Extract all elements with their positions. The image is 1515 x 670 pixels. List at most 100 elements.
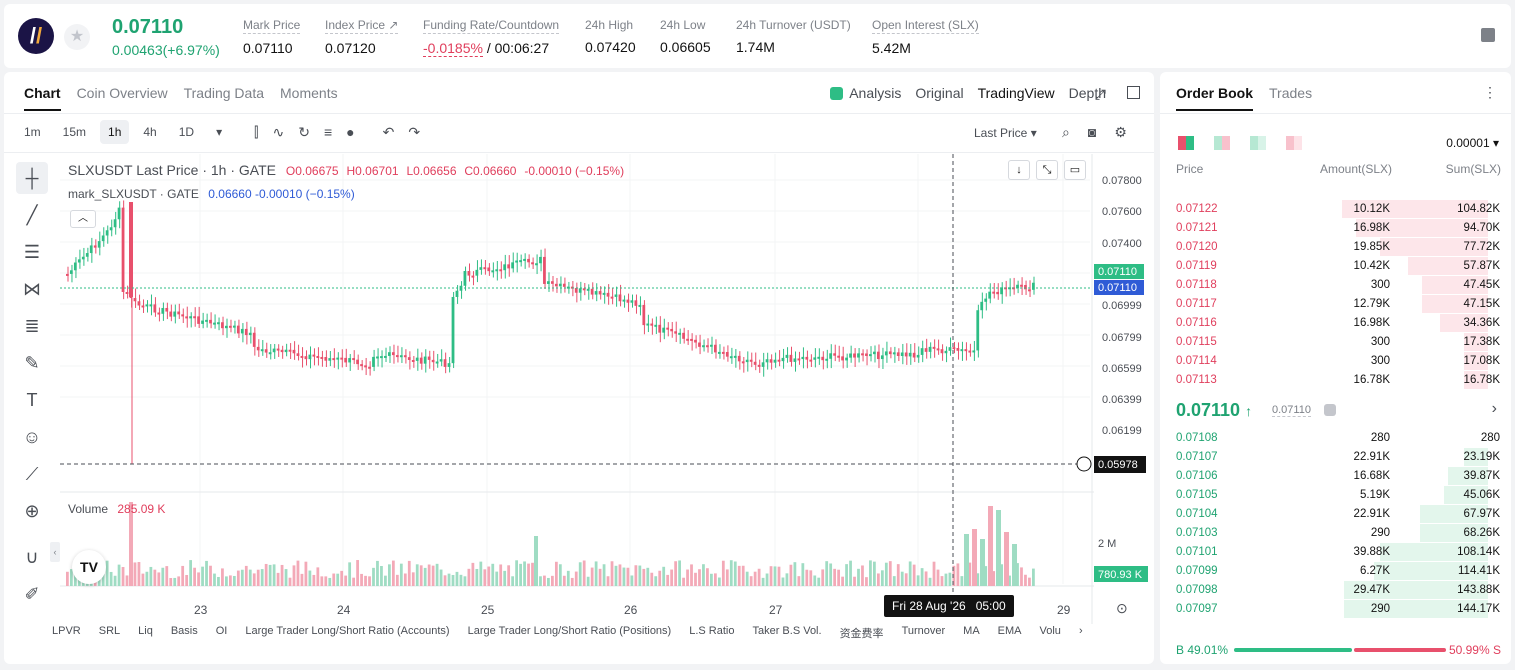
ind-srl[interactable]: SRL xyxy=(98,625,121,637)
arrow-down-icon[interactable]: ↓ xyxy=(1008,160,1030,180)
orderbook-row[interactable]: 0.07119 10.42K 57.87K xyxy=(1160,257,1500,276)
view-buy-icon[interactable] xyxy=(1250,136,1266,150)
candle-body xyxy=(495,269,499,272)
candle-body xyxy=(888,351,892,355)
panel-toggle-icon[interactable]: ‹ xyxy=(50,542,60,562)
ind-large-trader-accounts[interactable]: Large Trader Long/Short Ratio (Accounts) xyxy=(245,625,450,637)
ind-volu[interactable]: Volu xyxy=(1039,625,1061,637)
orderbook-row[interactable]: 0.07106 16.68K 39.87K xyxy=(1160,467,1500,486)
orderbook-row[interactable]: 0.07116 16.98K 34.36K xyxy=(1160,314,1500,333)
stat-index-price[interactable]: Index Price ↗ 0.07120 xyxy=(325,18,399,56)
precision-select[interactable]: 0.00001 ▾ xyxy=(1446,136,1499,150)
orderbook-row[interactable]: 0.07114 300 17.08K xyxy=(1160,352,1500,371)
volume-bar xyxy=(574,571,578,586)
tab-original[interactable]: Original xyxy=(915,85,964,101)
orderbook-row[interactable]: 0.07101 39.88K 108.14K xyxy=(1160,543,1500,562)
tf-1d[interactable]: 1D xyxy=(178,125,195,139)
brush-icon[interactable]: ✎ xyxy=(24,353,40,373)
view-both-icon[interactable] xyxy=(1178,136,1194,150)
text-icon[interactable]: T xyxy=(26,390,38,410)
ind-ma[interactable]: MA xyxy=(963,625,980,637)
ind-lpvr[interactable]: LPVR xyxy=(52,625,81,637)
volume-bar xyxy=(240,569,244,586)
orderbook-row[interactable]: 0.07122 10.12K 104.82K xyxy=(1160,200,1500,219)
orderbook-row[interactable]: 0.07117 12.79K 47.15K xyxy=(1160,295,1500,314)
emoji-icon[interactable]: ☺ xyxy=(22,427,42,447)
ind-oi[interactable]: OI xyxy=(215,625,228,637)
orderbook-row[interactable]: 0.07103 290 68.26K xyxy=(1160,524,1500,543)
ind-taker-bs-vol[interactable]: Taker B.S Vol. xyxy=(752,625,822,637)
more-icon[interactable]: ⋮ xyxy=(1483,84,1497,100)
orderbook-row[interactable]: 0.07113 16.78K 16.78K xyxy=(1160,371,1500,390)
ruler-icon[interactable]: ⟋ xyxy=(25,464,39,484)
tf-1h[interactable]: 1h xyxy=(100,120,130,144)
ind-liq[interactable]: Liq xyxy=(138,625,153,637)
tab-chart[interactable]: Chart xyxy=(24,85,61,111)
orderbook-row[interactable]: 0.07121 16.98K 94.70K xyxy=(1160,219,1500,238)
chevron-right-icon[interactable]: › xyxy=(1491,400,1497,417)
alert-icon[interactable]: ● xyxy=(346,124,355,140)
undo-icon[interactable]: ↶ xyxy=(382,124,395,140)
indicator-icon[interactable]: ∿ xyxy=(272,124,285,140)
tf-4h[interactable]: 4h xyxy=(143,125,157,139)
guide-book-icon[interactable] xyxy=(1481,28,1495,42)
magnet-icon[interactable]: ∪ xyxy=(25,547,39,567)
ind-ls-ratio[interactable]: L.S Ratio xyxy=(689,625,735,637)
tab-analysis[interactable]: Analysis xyxy=(830,85,901,101)
trendline-icon[interactable]: ╱ xyxy=(26,205,38,225)
redo-icon[interactable]: ↷ xyxy=(408,124,421,140)
pencil-lock-icon[interactable]: ✐ xyxy=(24,584,40,604)
fib-icon[interactable]: ≣ xyxy=(24,316,40,336)
orderbook-row[interactable]: 0.07115 300 17.38K xyxy=(1160,333,1500,352)
price-source-select[interactable]: Last Price ▾ xyxy=(974,126,1037,140)
tab-coin-overview[interactable]: Coin Overview xyxy=(76,85,168,101)
camera-icon[interactable]: ◙ xyxy=(1087,124,1097,140)
tab-order-book[interactable]: Order Book xyxy=(1176,85,1254,111)
candle-type-icon[interactable]: ⫿ xyxy=(254,124,259,140)
volume-bar xyxy=(256,569,260,586)
candle-body xyxy=(932,346,936,349)
volume-bar xyxy=(228,575,232,586)
orderbook-row[interactable]: 0.07120 19.85K 77.72K xyxy=(1160,238,1500,257)
search-icon[interactable]: ⌕ xyxy=(1062,124,1070,140)
tf-15m[interactable]: 15m xyxy=(62,125,87,139)
gear-icon[interactable]: ⚙ xyxy=(1114,124,1127,140)
orderbook-row[interactable]: 0.07099 6.27K 114.41K xyxy=(1160,562,1500,581)
tab-tradingview[interactable]: TradingView xyxy=(977,85,1055,101)
tab-moments[interactable]: Moments xyxy=(280,85,338,101)
price-chart[interactable]: 0.07800 0.07600 0.07400 0.06999 0.06799 0.065… xyxy=(60,154,1154,624)
view-bids-icon[interactable] xyxy=(1214,136,1230,150)
orderbook-row[interactable]: 0.07105 5.19K 45.06K xyxy=(1160,486,1500,505)
hline-icon[interactable]: ☰ xyxy=(23,242,41,262)
tf-dropdown-icon[interactable]: ▾ xyxy=(216,125,223,139)
pattern-icon[interactable]: ⋈ xyxy=(23,279,41,299)
zoom-icon[interactable]: ⊕ xyxy=(24,501,40,521)
ind-turnover[interactable]: Turnover xyxy=(901,625,946,637)
tab-trading-data[interactable]: Trading Data xyxy=(183,85,265,101)
template-icon[interactable]: ≡ xyxy=(323,124,333,140)
chevron-right-icon[interactable]: › xyxy=(1078,625,1083,637)
tab-depth[interactable]: Depth xyxy=(1068,85,1106,101)
orderbook-row[interactable]: 0.07098 29.47K 143.88K xyxy=(1160,581,1500,600)
orderbook-row[interactable]: 0.07118 300 47.45K xyxy=(1160,276,1500,295)
collapse-icon[interactable]: ⤡ xyxy=(1036,160,1058,180)
axis-settings-icon[interactable]: ⊙ xyxy=(1116,600,1128,616)
tab-trades[interactable]: Trades xyxy=(1269,85,1313,101)
tf-1m[interactable]: 1m xyxy=(24,125,41,139)
ind-funding-rate[interactable]: 资金费率 xyxy=(839,628,884,640)
view-sell-icon[interactable] xyxy=(1286,136,1302,150)
ind-large-trader-positions[interactable]: Large Trader Long/Short Ratio (Positions… xyxy=(467,625,672,637)
collapse-legend-button[interactable]: ︿ xyxy=(70,210,96,228)
orderbook-row[interactable]: 0.07104 22.91K 67.97K xyxy=(1160,505,1500,524)
ind-ema[interactable]: EMA xyxy=(997,625,1022,637)
favorite-star-icon[interactable]: ★ xyxy=(64,24,90,50)
window-icon[interactable] xyxy=(1127,86,1140,99)
ind-basis[interactable]: Basis xyxy=(170,625,198,637)
crosshair-icon[interactable]: ┼ xyxy=(16,162,48,194)
fullscreen-icon[interactable]: ▭ xyxy=(1064,160,1086,180)
replay-icon[interactable]: ↻ xyxy=(298,124,310,140)
expand-icon[interactable]: ⤢ xyxy=(1094,86,1106,102)
orderbook-row[interactable]: 0.07097 290 144.17K xyxy=(1160,600,1500,619)
orderbook-row[interactable]: 0.07108 280 280 xyxy=(1160,429,1500,448)
orderbook-row[interactable]: 0.07107 22.91K 23.19K xyxy=(1160,448,1500,467)
